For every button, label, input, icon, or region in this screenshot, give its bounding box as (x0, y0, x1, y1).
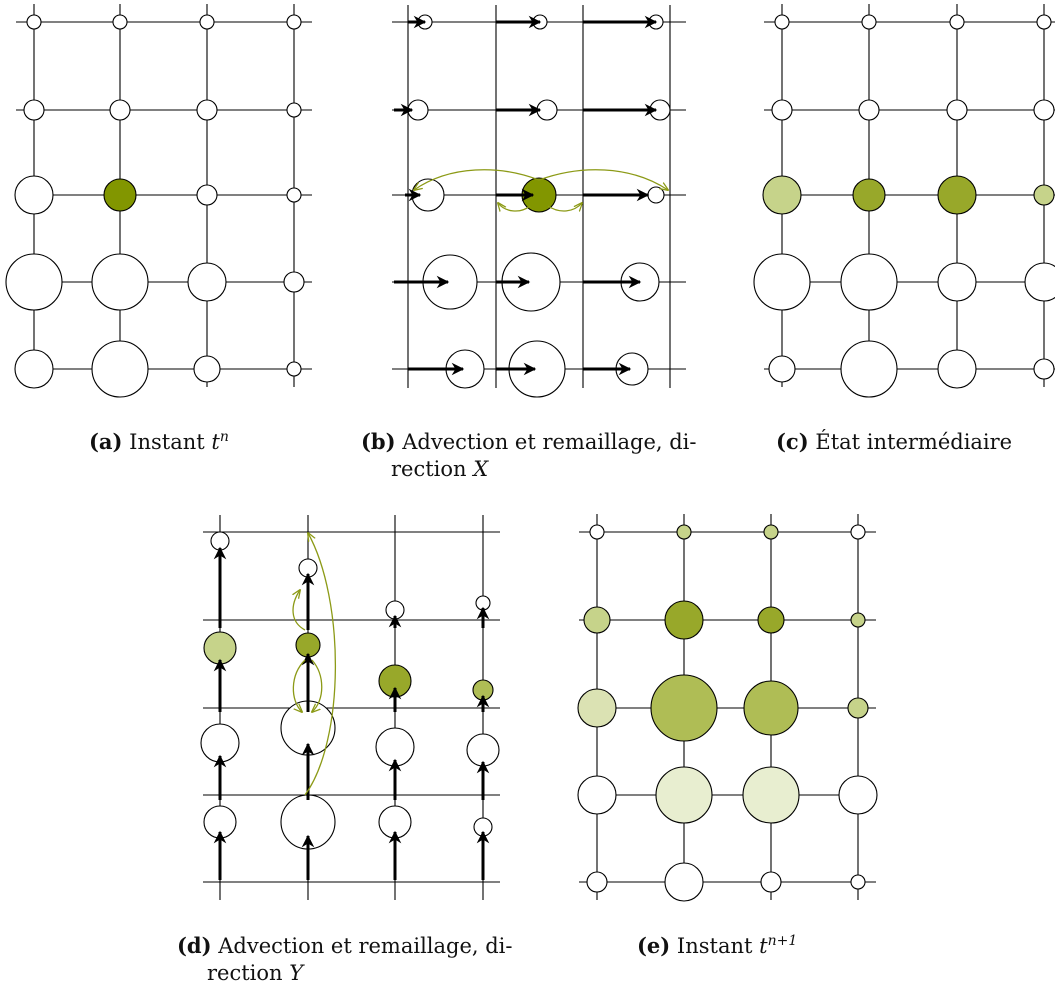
particle (763, 524, 779, 540)
particle (850, 524, 866, 540)
particle (112, 14, 128, 30)
particle (193, 355, 221, 383)
particle (838, 775, 878, 815)
panel-e-instant-tn1 (577, 514, 878, 902)
particle (26, 14, 42, 30)
particle (771, 99, 793, 121)
caption-b: (b) Advection et remaillage, di- rection… (361, 429, 697, 481)
particle (774, 14, 790, 30)
remesh-arrow (292, 659, 306, 712)
particle (203, 631, 237, 665)
particle (1024, 262, 1055, 302)
remesh-arrow (414, 169, 540, 190)
particle (850, 612, 866, 628)
particle (650, 674, 718, 742)
particle (946, 99, 968, 121)
caption-e: (e) Instant tn+1 (637, 933, 798, 958)
particle (676, 524, 692, 540)
particle (14, 349, 54, 389)
particle (286, 14, 302, 30)
particle (14, 175, 54, 215)
remesh-arrow (304, 533, 336, 796)
particle (742, 766, 800, 824)
particle (577, 688, 617, 728)
particle (577, 775, 617, 815)
particle (852, 178, 886, 212)
particle (196, 99, 218, 121)
particle (1033, 184, 1055, 206)
particle (937, 349, 977, 389)
particle (91, 340, 149, 398)
particle (196, 184, 218, 206)
particle (286, 187, 302, 203)
particle (109, 99, 131, 121)
particle (5, 253, 63, 311)
particle (1033, 99, 1055, 121)
particle (655, 766, 713, 824)
particle (850, 874, 866, 890)
caption-d: (d) Advection et remaillage, di- rection… (177, 933, 513, 985)
particle (757, 606, 785, 634)
particle (23, 99, 45, 121)
particle (937, 262, 977, 302)
particle (753, 253, 811, 311)
panel-b-advection-x (392, 5, 686, 398)
particle (840, 340, 898, 398)
particle (664, 600, 704, 640)
particle (1036, 14, 1052, 30)
particle (187, 262, 227, 302)
particle (743, 680, 799, 736)
particle (91, 253, 149, 311)
particle (295, 632, 321, 658)
particle (286, 102, 302, 118)
particle (760, 871, 782, 893)
panel-a-instant-tn (5, 4, 312, 398)
particle (768, 355, 796, 383)
remesh-arrow (312, 659, 323, 712)
caption-a: (a) Instant tn (89, 429, 229, 454)
particle (283, 271, 305, 293)
particle (664, 862, 704, 902)
particle (858, 99, 880, 121)
particle (466, 733, 500, 767)
particle (937, 175, 977, 215)
particle (475, 595, 491, 611)
particle (103, 178, 137, 212)
particle (647, 186, 665, 204)
remesh-arrow (547, 203, 582, 211)
remesh-arrow (293, 590, 306, 631)
remesh-arrow (498, 203, 531, 211)
particle (840, 253, 898, 311)
caption-c: (c) État intermédiaire (776, 429, 1013, 454)
particle (210, 531, 230, 551)
panel-c-intermediate-state (753, 4, 1055, 398)
particle (949, 14, 965, 30)
particle (589, 524, 605, 540)
particle (762, 175, 802, 215)
particle (586, 871, 608, 893)
particle (1033, 358, 1055, 380)
particle (583, 606, 611, 634)
particle (861, 14, 877, 30)
remesh-arrow (538, 169, 668, 190)
particle (286, 361, 302, 377)
particle (199, 14, 215, 30)
panel-d-advection-y (200, 515, 500, 900)
particle (847, 697, 869, 719)
